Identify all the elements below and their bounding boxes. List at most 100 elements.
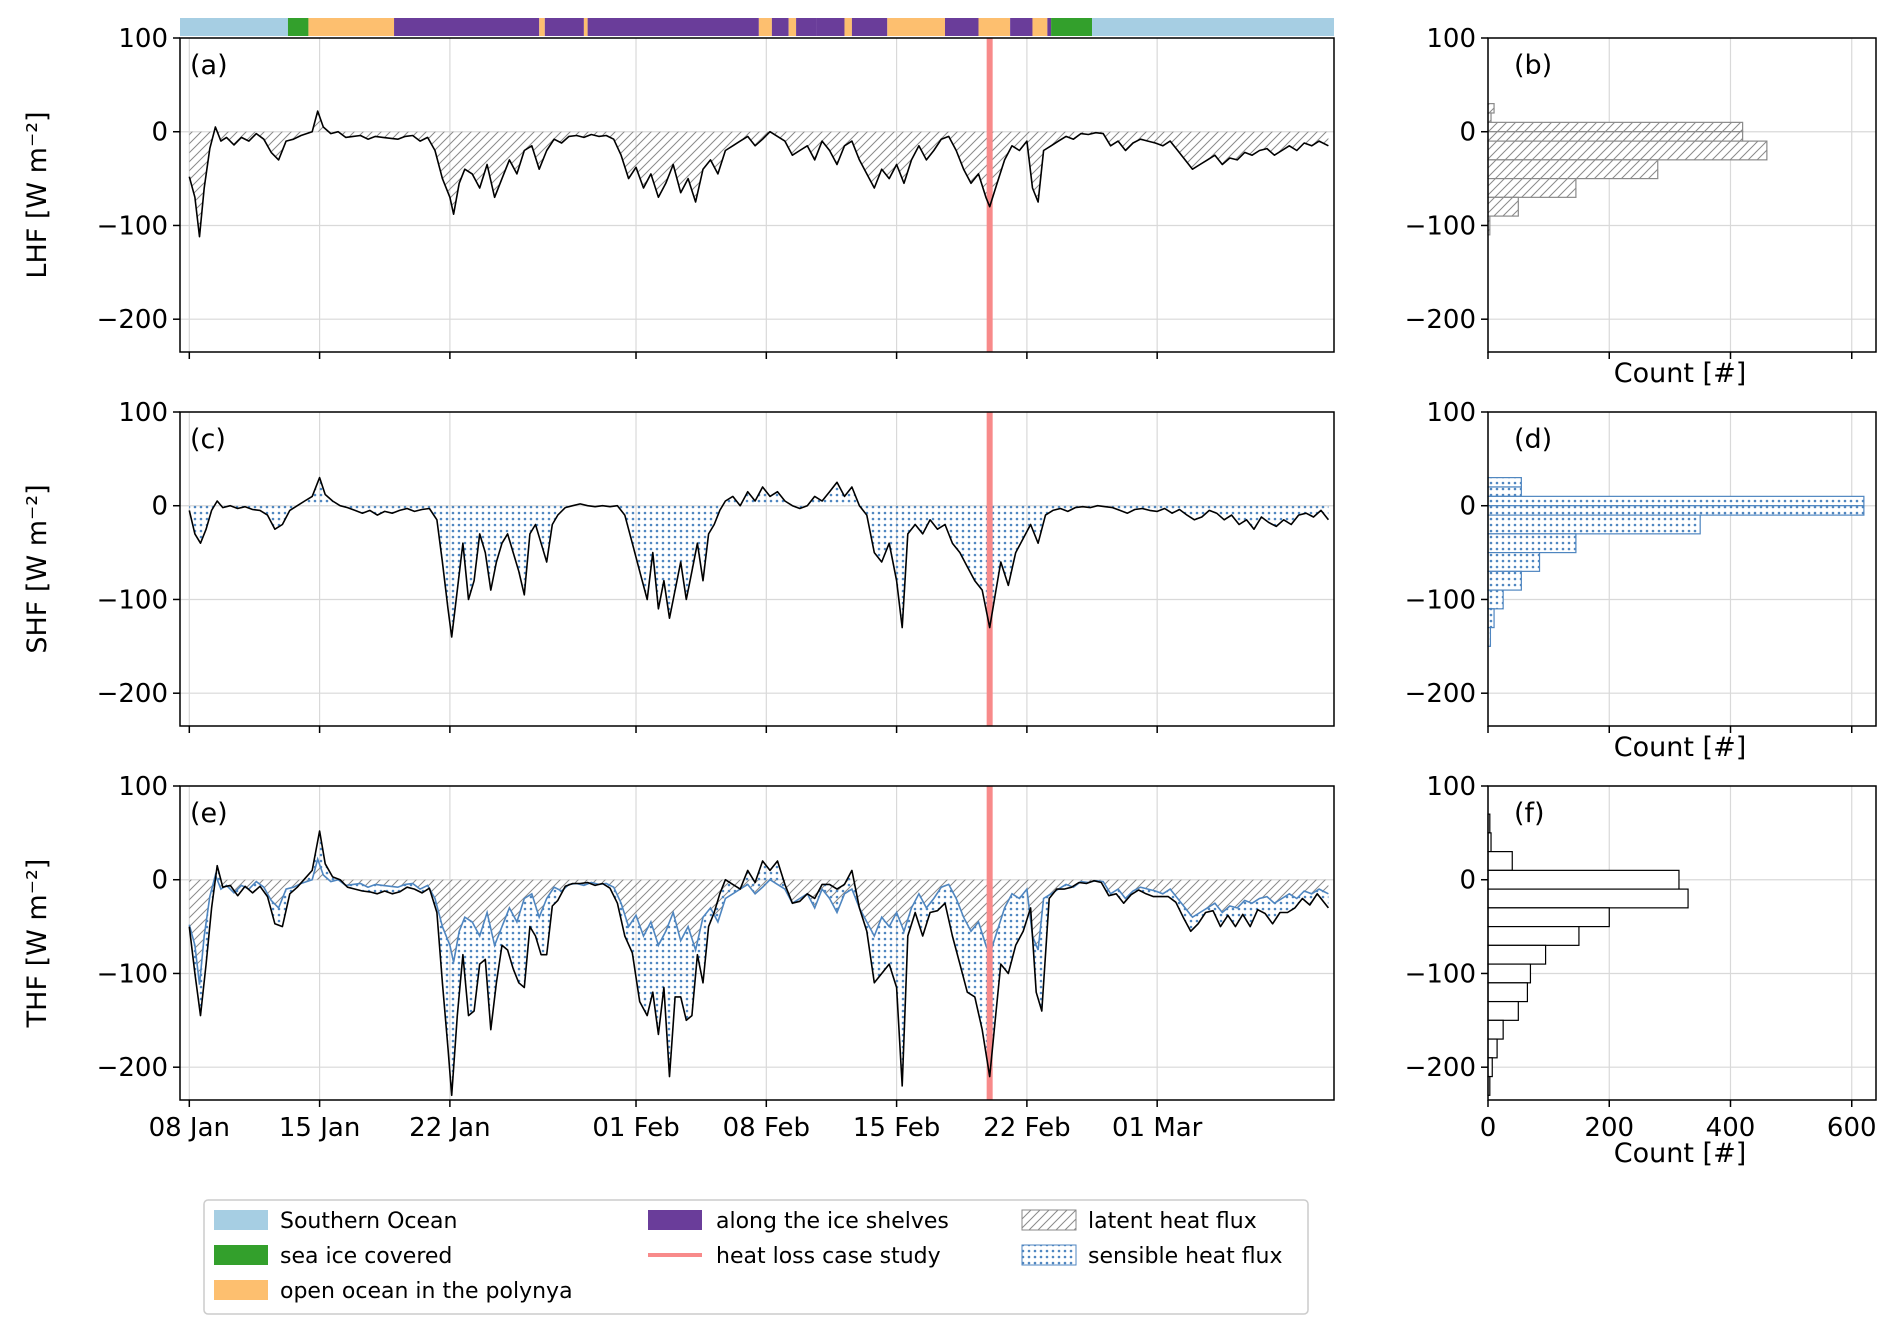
region-strip-segment (394, 18, 540, 36)
panel-label-b: (b) (1514, 50, 1552, 81)
histogram-bar (1487, 589, 1504, 610)
y-tick-label: 0 (1459, 866, 1476, 896)
legend-swatch-ice-shelves (648, 1210, 702, 1230)
region-strip-segment (1051, 18, 1093, 36)
histogram-panel-lhf: 100 0 −100 −200 (1405, 24, 1877, 359)
histogram-bar (1487, 177, 1577, 198)
panel-label-e: (e) (190, 798, 228, 829)
panel-label-a: (a) (190, 50, 228, 81)
region-strip-segment (1092, 18, 1334, 36)
x-tick-label: 200 (1584, 1113, 1634, 1143)
plot-frame (179, 37, 1335, 353)
region-strip-segment (887, 18, 945, 36)
region-strip-segment (544, 18, 584, 36)
timeseries-panel-shf: 100 0 −100 −200 (97, 398, 1335, 733)
y-tick-label: 100 (1426, 398, 1476, 428)
panel-label-d: (d) (1514, 424, 1552, 455)
legend-swatch-southern-ocean (214, 1210, 268, 1230)
region-strip-segment (308, 18, 395, 36)
region-strip-segment (1010, 18, 1033, 36)
legend-label-southern-ocean: Southern Ocean (280, 1209, 457, 1234)
ylabel-lhf: LHF [W m⁻²] (22, 111, 53, 278)
histogram-bar (1487, 570, 1522, 591)
region-strip-segment (816, 18, 845, 36)
histogram-bar (1487, 140, 1768, 161)
legend-swatch-latent (1021, 1209, 1077, 1231)
y-tick-label: −200 (1405, 305, 1476, 335)
region-strip-segment (180, 18, 288, 36)
histogram-bar (1487, 944, 1547, 965)
y-tick-label: 100 (118, 772, 168, 802)
histogram-bar (1487, 1038, 1498, 1059)
x-tick-label: 15 Feb (853, 1113, 940, 1143)
x-tick-label: 22 Jan (409, 1113, 490, 1143)
sensible-area (189, 831, 1329, 1096)
x-tick-label: 400 (1706, 1113, 1756, 1143)
hist-xlabel-f: Count [#] (1614, 1138, 1746, 1169)
y-tick-label: 0 (1459, 492, 1476, 522)
plot-frame (179, 411, 1335, 727)
region-strip-segment (788, 18, 797, 36)
y-tick-label: −100 (1405, 959, 1476, 989)
histogram-panel-shf: 100 0 −100 −200 (1405, 398, 1877, 733)
panel-label-c: (c) (190, 424, 226, 455)
region-strip-segment (1047, 18, 1052, 36)
hist-xlabel-b: Count [#] (1614, 358, 1746, 389)
latent-area (189, 111, 1329, 237)
flux-line (188, 110, 1329, 238)
histogram-bar (1487, 551, 1541, 572)
y-tick-label: 0 (1459, 118, 1476, 148)
histogram-bar (1487, 131, 1744, 142)
legend-swatch-sensible (1021, 1244, 1077, 1266)
region-strip-segment (771, 18, 789, 36)
histogram-bar (1487, 486, 1522, 497)
x-tick-label: 15 Jan (279, 1113, 360, 1143)
region-strip-segment (1032, 18, 1048, 36)
region-strip-segment (758, 18, 772, 36)
region-strip-segment (851, 18, 888, 36)
histogram-bar (1487, 505, 1865, 516)
plot-frame (1487, 411, 1877, 727)
y-tick-label: −200 (97, 1053, 168, 1083)
timeseries-panel-thf: 100 0 −100 −200 08 Jan 15 Jan 22 Jan 01 Feb 08 F… (97, 772, 1335, 1143)
histogram-bar (1487, 1000, 1519, 1021)
region-strip-segment (944, 18, 979, 36)
legend-label-sensible: sensible heat flux (1088, 1244, 1283, 1269)
histogram-bar (1487, 869, 1680, 890)
histogram-bar (1487, 608, 1495, 629)
x-tick-label: 22 Feb (983, 1113, 1070, 1143)
y-tick-label: −200 (1405, 1053, 1476, 1083)
histogram-bar (1487, 514, 1701, 535)
region-strip-segment (583, 18, 588, 36)
histogram-bar (1487, 121, 1744, 133)
region-strip-segment (287, 18, 309, 36)
region-strip-segment (978, 18, 1011, 36)
histogram-bar (1487, 851, 1513, 871)
y-tick-label: 0 (151, 866, 168, 896)
timeseries-panel-lhf: 100 0 −100 −200 (97, 24, 1335, 359)
legend-label-latent: latent heat flux (1088, 1209, 1257, 1234)
histogram-bar (1487, 963, 1532, 984)
y-tick-label: 100 (118, 24, 168, 54)
histogram-bar (1487, 925, 1580, 946)
plot-frame (179, 785, 1335, 1101)
flux-line (188, 830, 1330, 1097)
histogram-bar (1487, 533, 1577, 554)
y-tick-label: −200 (1405, 679, 1476, 709)
y-tick-label: 100 (118, 398, 168, 428)
region-strip-segment (796, 18, 817, 36)
x-tick-label: 08 Feb (723, 1113, 810, 1143)
flux-line (188, 476, 1330, 638)
region-strip-segment (539, 18, 545, 36)
ylabel-thf: THF [W m⁻²] (22, 859, 53, 1029)
histogram-bar (1487, 196, 1519, 217)
x-tick-label: 0 (1480, 1113, 1497, 1143)
legend-label-sea-ice: sea ice covered (280, 1244, 452, 1269)
hist-xlabel-d: Count [#] (1614, 732, 1746, 763)
sensible-area (189, 477, 1329, 637)
y-tick-label: −100 (1405, 211, 1476, 241)
histogram-bar (1487, 477, 1522, 488)
histogram-bar (1487, 495, 1865, 507)
x-tick-label: 600 (1827, 1113, 1877, 1143)
